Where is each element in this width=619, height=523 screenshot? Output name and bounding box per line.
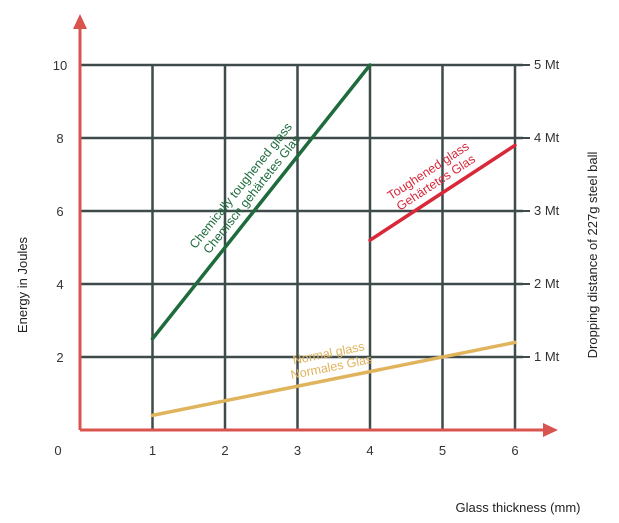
x-axis-label: Glass thickness (mm) (456, 500, 581, 515)
x-tick-label: 6 (511, 443, 518, 458)
x-tick-label: 0 (54, 443, 61, 458)
series-line-3 (150, 340, 517, 418)
y2-tick-label: 5 Mt (534, 57, 560, 72)
axes (73, 14, 558, 437)
grid (80, 63, 523, 430)
y-axis-arrow (73, 14, 87, 29)
x-tick-label: 1 (149, 443, 156, 458)
y2-tick-label: 3 Mt (534, 203, 560, 218)
x-tick-label: 3 (294, 443, 301, 458)
series-layer (150, 63, 517, 418)
series-label-line: Chemisch gehärtetes Glas (201, 132, 304, 256)
y-tick-label: 10 (53, 58, 67, 73)
x-axis-arrow (543, 423, 558, 437)
series-label-line: Chemically toughened glass (187, 120, 295, 251)
x-tick-label: 5 (439, 443, 446, 458)
series-line-1 (150, 63, 372, 341)
y2-tick-label: 2 Mt (534, 276, 560, 291)
y2-tick-label: 1 Mt (534, 349, 560, 364)
y2-tick-label: 4 Mt (534, 130, 560, 145)
y-axis-label: Energy in Joules (15, 236, 30, 333)
y-tick-label: 8 (56, 131, 63, 146)
series-line-2 (368, 143, 517, 242)
x-tick-label: 4 (366, 443, 373, 458)
y-tick-label: 2 (56, 350, 63, 365)
y-tick-label: 4 (56, 277, 63, 292)
y2-axis-label: Dropping distance of 227g steel ball (585, 152, 600, 359)
y-tick-label: 6 (56, 204, 63, 219)
x-tick-label: 2 (221, 443, 228, 458)
tick-labels: 0 1 2 3 4 5 6 2 4 6 8 10 1 Mt 2 Mt 3 Mt 4 Mt 5 Mt (53, 57, 560, 458)
